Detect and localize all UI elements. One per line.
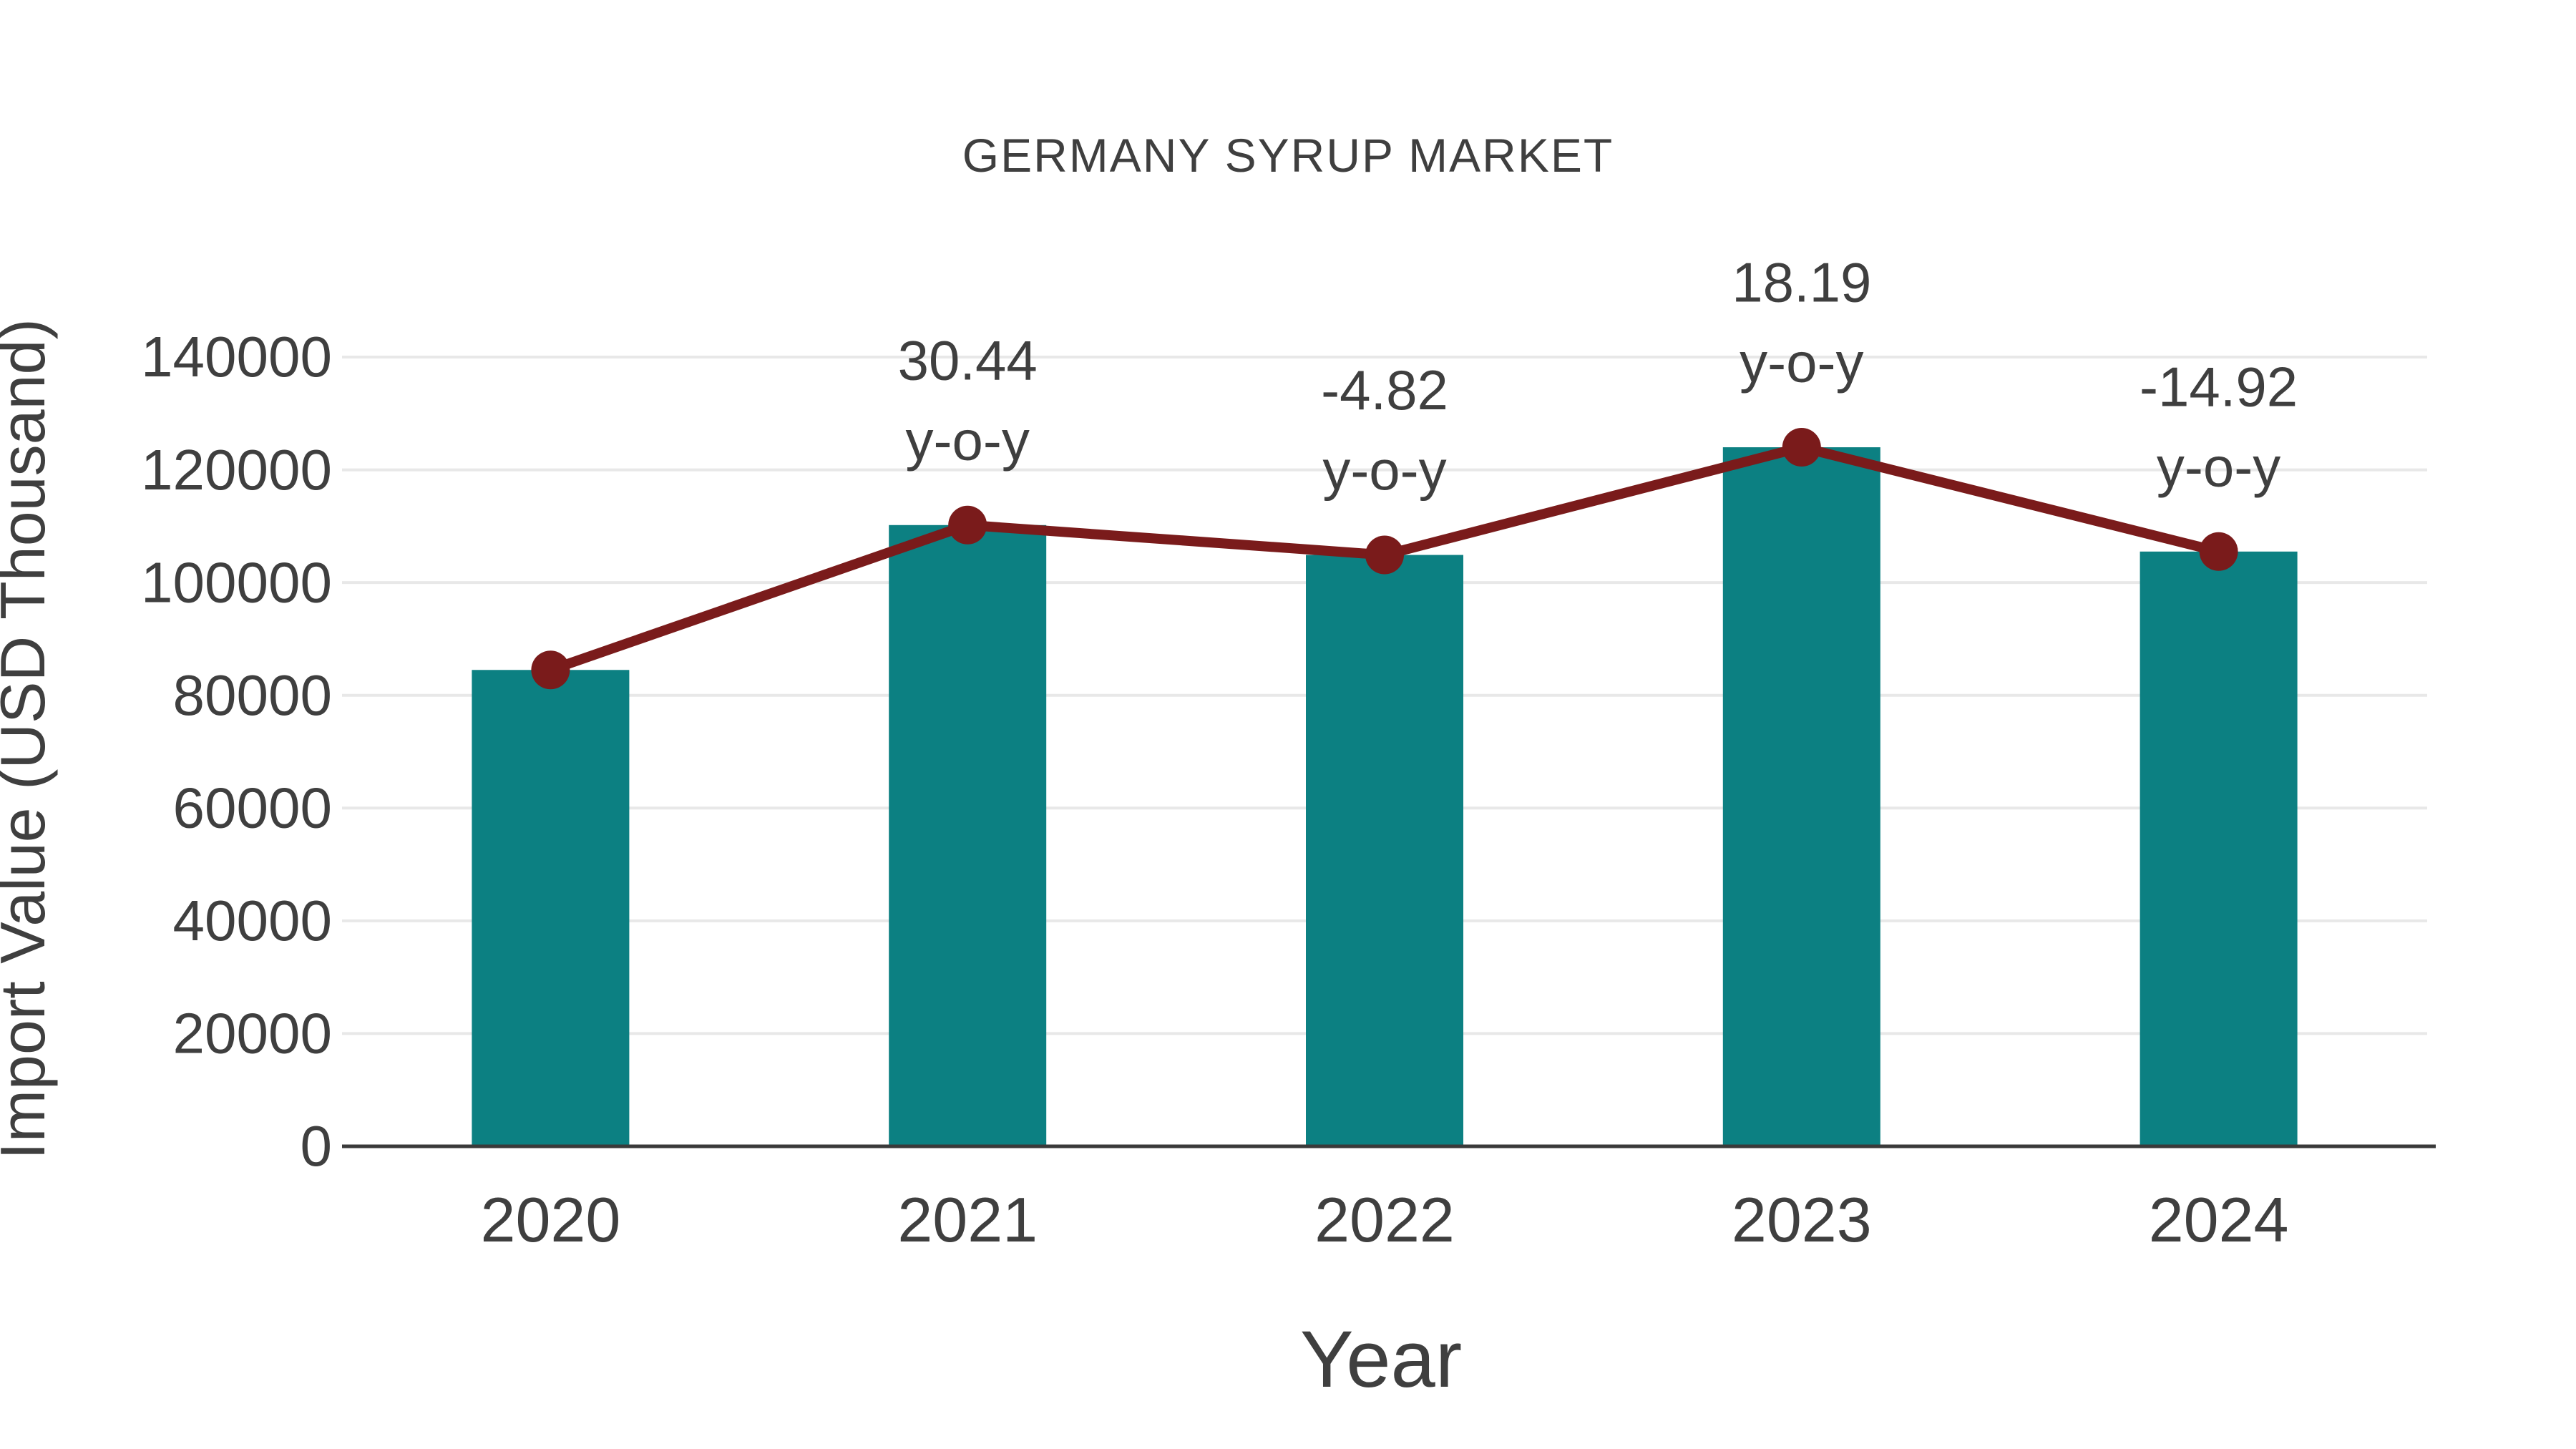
data-point-marker-2022 (1365, 535, 1404, 575)
y-tick-label-100000: 100000 (141, 550, 332, 614)
data-point-marker-2023 (1782, 428, 1821, 467)
x-tick-label-2023: 2023 (1732, 1184, 1872, 1255)
annotation-suffix-2023: y-o-y (1740, 331, 1863, 394)
y-tick-label-60000: 60000 (173, 776, 332, 839)
annotation-value-2021: 30.44 (898, 328, 1038, 391)
y-tick-label-140000: 140000 (141, 325, 332, 389)
bar-series-layer (472, 447, 2298, 1146)
y-tick-label-80000: 80000 (173, 663, 332, 727)
chart-title: GERMANY SYRUP MARKET (962, 129, 1614, 182)
bar-2021 (889, 525, 1047, 1146)
y-tick-label-20000: 20000 (173, 1002, 332, 1065)
annotation-suffix-2021: y-o-y (906, 409, 1030, 472)
y-tick-label-120000: 120000 (141, 438, 332, 502)
annotation-suffix-2024: y-o-y (2157, 435, 2280, 498)
x-tick-label-2022: 2022 (1314, 1184, 1455, 1255)
annotation-value-2022: -4.82 (1321, 358, 1448, 421)
tick-label-layer: 0 20000 40000 60000 80000 100000 120000 140000 2… (141, 325, 2288, 1255)
annotation-value-2023: 18.19 (1732, 251, 1871, 314)
bar-2023 (1722, 447, 1880, 1146)
y-tick-label-40000: 40000 (173, 889, 332, 952)
x-tick-label-2021: 2021 (897, 1184, 1038, 1255)
data-point-marker-2024 (2199, 532, 2238, 571)
data-point-marker-2020 (531, 650, 570, 690)
data-point-marker-2021 (948, 505, 987, 545)
annotation-layer: 30.44 y-o-y -4.82 y-o-y 18.19 y-o-y -14.92 y-o-… (898, 251, 2298, 502)
line-series-layer (531, 428, 2238, 690)
y-axis-title: Import Value (USD Thousand) (0, 318, 58, 1160)
x-tick-label-2020: 2020 (481, 1184, 621, 1255)
y-tick-label-0: 0 (301, 1114, 333, 1178)
bar-2022 (1306, 555, 1463, 1146)
annotation-suffix-2022: y-o-y (1322, 439, 1446, 502)
x-axis-title: Year (1300, 1314, 1462, 1404)
x-tick-label-2024: 2024 (2149, 1184, 2289, 1255)
annotation-value-2024: -14.92 (2140, 355, 2298, 418)
bar-2024 (2140, 551, 2298, 1146)
bar-2020 (472, 670, 630, 1146)
